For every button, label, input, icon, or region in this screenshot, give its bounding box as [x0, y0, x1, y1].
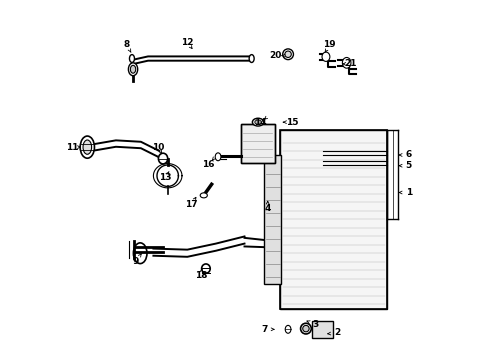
Ellipse shape	[158, 153, 167, 164]
Bar	[280, 130, 386, 309]
Text: 4: 4	[264, 204, 270, 213]
Text: 14: 14	[254, 118, 266, 127]
Ellipse shape	[130, 65, 136, 73]
Ellipse shape	[133, 243, 147, 264]
Text: 5: 5	[405, 161, 411, 170]
Text: 12: 12	[181, 38, 193, 47]
Text: 1: 1	[405, 188, 411, 197]
Text: 7: 7	[261, 325, 267, 334]
Text: 20: 20	[269, 51, 282, 60]
Text: 18: 18	[194, 271, 207, 280]
Text: 11: 11	[66, 143, 79, 152]
Text: 21: 21	[344, 59, 356, 68]
Text: 17: 17	[185, 200, 198, 209]
Text: 10: 10	[152, 143, 164, 152]
Text: 19: 19	[323, 40, 335, 49]
Bar	[280, 130, 386, 309]
Ellipse shape	[248, 55, 254, 63]
Text: 15: 15	[286, 118, 298, 127]
Text: 6: 6	[405, 150, 411, 159]
Ellipse shape	[302, 325, 308, 332]
Bar	[241, 123, 274, 163]
Bar	[241, 123, 274, 163]
Text: 8: 8	[123, 40, 129, 49]
Text: 13: 13	[159, 173, 171, 182]
Bar	[264, 155, 281, 284]
Ellipse shape	[215, 153, 221, 161]
Ellipse shape	[80, 136, 94, 158]
Ellipse shape	[201, 264, 210, 273]
Ellipse shape	[282, 49, 293, 60]
Ellipse shape	[83, 140, 91, 154]
Ellipse shape	[322, 52, 329, 62]
Ellipse shape	[129, 55, 134, 63]
Ellipse shape	[285, 51, 291, 58]
Ellipse shape	[300, 323, 311, 334]
Text: 3: 3	[312, 320, 318, 329]
Text: 2: 2	[334, 328, 340, 337]
Ellipse shape	[128, 63, 138, 76]
Ellipse shape	[254, 120, 261, 124]
Text: 9: 9	[132, 257, 139, 266]
Ellipse shape	[285, 325, 290, 333]
Ellipse shape	[342, 58, 350, 68]
Text: 16: 16	[202, 161, 214, 170]
Ellipse shape	[252, 118, 263, 126]
Ellipse shape	[200, 193, 207, 198]
Bar	[312, 321, 332, 338]
